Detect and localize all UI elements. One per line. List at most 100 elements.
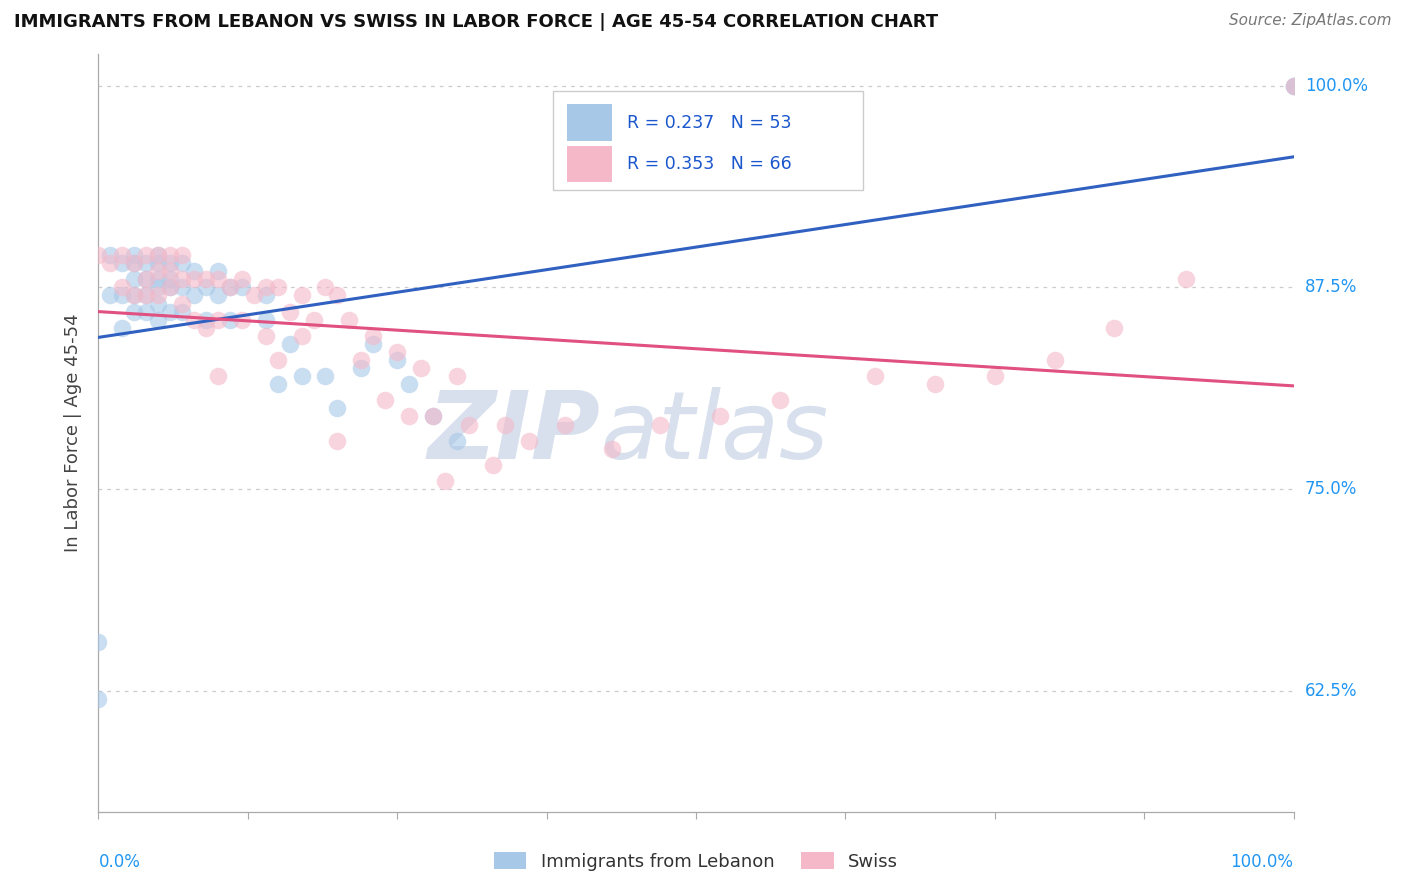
Point xyxy=(219,280,242,294)
Point xyxy=(135,256,157,270)
Point xyxy=(339,312,361,326)
Point xyxy=(87,635,110,649)
Point xyxy=(243,288,266,302)
Point xyxy=(267,377,290,392)
Point xyxy=(363,337,385,351)
Point xyxy=(446,369,468,384)
Point xyxy=(111,280,134,294)
Point xyxy=(411,361,433,376)
Point xyxy=(517,434,540,448)
Point xyxy=(207,264,229,278)
Point xyxy=(148,272,170,286)
Point xyxy=(326,401,349,416)
Point xyxy=(709,409,731,424)
Point xyxy=(135,288,157,302)
Point xyxy=(148,288,170,302)
FancyBboxPatch shape xyxy=(567,104,613,141)
Point xyxy=(267,280,290,294)
Point xyxy=(124,256,146,270)
Point xyxy=(481,458,505,472)
Point xyxy=(315,369,337,384)
Text: atlas: atlas xyxy=(600,387,828,478)
Point xyxy=(135,248,157,262)
Point xyxy=(385,345,409,359)
FancyBboxPatch shape xyxy=(553,92,863,190)
Legend: Immigrants from Lebanon, Swiss: Immigrants from Lebanon, Swiss xyxy=(494,852,898,871)
Point xyxy=(254,280,277,294)
Point xyxy=(207,272,229,286)
Point xyxy=(768,393,790,408)
Point xyxy=(219,280,242,294)
Point xyxy=(183,288,205,302)
Point xyxy=(254,288,277,302)
Point xyxy=(1282,78,1305,93)
Text: 100.0%: 100.0% xyxy=(1305,77,1368,95)
Point xyxy=(124,288,146,302)
Point xyxy=(924,377,946,392)
Point xyxy=(422,409,444,424)
Point xyxy=(159,280,181,294)
FancyBboxPatch shape xyxy=(567,146,613,183)
Point xyxy=(98,248,122,262)
Point xyxy=(148,312,170,326)
Point xyxy=(124,272,146,286)
Text: 0.0%: 0.0% xyxy=(98,854,141,871)
Point xyxy=(172,280,194,294)
Point xyxy=(554,417,576,432)
Point xyxy=(195,272,218,286)
Text: Source: ZipAtlas.com: Source: ZipAtlas.com xyxy=(1229,13,1392,29)
Point xyxy=(1282,78,1305,93)
Point xyxy=(148,248,170,262)
Point xyxy=(148,248,170,262)
Point xyxy=(135,304,157,318)
Point xyxy=(183,264,205,278)
Point xyxy=(291,369,314,384)
Point xyxy=(111,288,134,302)
Point xyxy=(172,296,194,310)
Point xyxy=(1282,78,1305,93)
Point xyxy=(148,280,170,294)
Point xyxy=(363,328,385,343)
Point xyxy=(302,312,325,326)
Point xyxy=(231,312,253,326)
Text: IMMIGRANTS FROM LEBANON VS SWISS IN LABOR FORCE | AGE 45-54 CORRELATION CHART: IMMIGRANTS FROM LEBANON VS SWISS IN LABO… xyxy=(14,13,938,31)
Point xyxy=(350,361,373,376)
Point xyxy=(602,442,624,456)
Point xyxy=(172,304,194,318)
Point xyxy=(398,377,420,392)
Point xyxy=(87,248,110,262)
Point xyxy=(865,369,887,384)
Point xyxy=(183,272,205,286)
Point xyxy=(195,320,218,334)
Text: R = 0.353   N = 66: R = 0.353 N = 66 xyxy=(627,155,792,173)
Point xyxy=(254,328,277,343)
Point xyxy=(458,417,481,432)
Point xyxy=(195,280,218,294)
Point xyxy=(159,280,181,294)
Point xyxy=(124,256,146,270)
Text: 100.0%: 100.0% xyxy=(1230,854,1294,871)
Point xyxy=(278,304,301,318)
Point xyxy=(231,272,253,286)
Point xyxy=(207,288,229,302)
Point xyxy=(326,434,349,448)
Point xyxy=(111,248,134,262)
Point xyxy=(135,272,157,286)
Point xyxy=(135,272,157,286)
Point xyxy=(148,264,170,278)
Point xyxy=(111,256,134,270)
Point xyxy=(385,353,409,368)
Point xyxy=(207,369,229,384)
Point xyxy=(315,280,337,294)
Point xyxy=(350,353,373,368)
Point xyxy=(254,312,277,326)
Point xyxy=(148,296,170,310)
Point xyxy=(124,288,146,302)
Text: ZIP: ZIP xyxy=(427,386,600,479)
Point xyxy=(159,264,181,278)
Text: 62.5%: 62.5% xyxy=(1305,681,1357,699)
Text: 75.0%: 75.0% xyxy=(1305,480,1357,498)
Point xyxy=(172,272,194,286)
Point xyxy=(1104,320,1126,334)
Point xyxy=(398,409,420,424)
